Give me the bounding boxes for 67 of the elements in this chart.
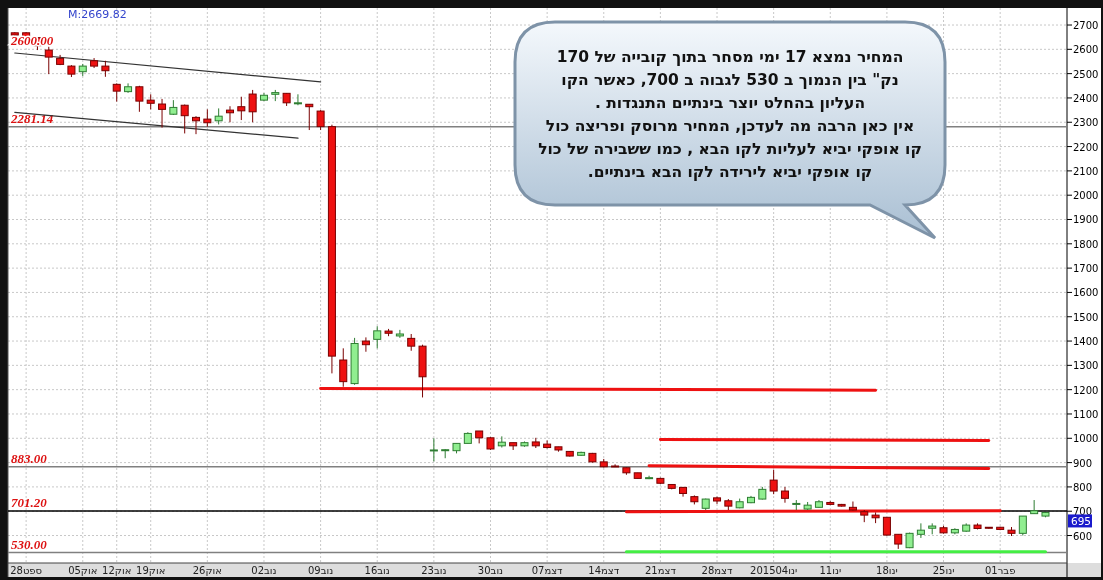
y-tick-label: 2400 bbox=[1073, 92, 1099, 104]
y-tick-label: 1100 bbox=[1073, 408, 1099, 420]
y-tick-label: 1800 bbox=[1073, 238, 1099, 250]
x-tick-label: 23נוב bbox=[421, 565, 447, 576]
y-tick-label: 1900 bbox=[1073, 214, 1099, 226]
candlestick bbox=[316, 109, 325, 131]
y-tick-label: 2100 bbox=[1073, 165, 1099, 177]
x-tick-label: 05אוק bbox=[68, 565, 98, 576]
y-tick-label: 900 bbox=[1073, 457, 1093, 469]
candlestick bbox=[769, 469, 778, 495]
y-tick-label: 600 bbox=[1073, 530, 1093, 542]
y-tick-label: 1700 bbox=[1073, 263, 1099, 275]
x-tick-label: 11ינו bbox=[819, 565, 842, 576]
candlestick bbox=[611, 463, 620, 468]
y-tick-label: 1000 bbox=[1073, 433, 1099, 445]
x-tick-label: 18ינו bbox=[876, 565, 898, 576]
x-tick-label: 01פבר bbox=[984, 565, 1016, 576]
candlestick bbox=[1018, 515, 1027, 537]
candlestick bbox=[44, 46, 53, 75]
x-tick-label: 16נוב bbox=[364, 565, 390, 576]
y-tick-label: 2000 bbox=[1073, 190, 1099, 202]
candlestick bbox=[429, 437, 438, 462]
x-tick-label: 12אוק bbox=[102, 565, 132, 576]
ref-line-label: 530.00 bbox=[11, 536, 48, 552]
candlestick bbox=[509, 442, 518, 451]
y-tick-label: 2700 bbox=[1073, 20, 1099, 32]
y-tick-label: 2500 bbox=[1073, 68, 1099, 80]
x-tick-label: 26אוק bbox=[192, 565, 222, 576]
y-tick-label: 1400 bbox=[1073, 336, 1099, 348]
candlestick bbox=[225, 105, 234, 123]
x-tick-label: 28ספט bbox=[10, 565, 43, 576]
y-tick-label: 2600 bbox=[1073, 44, 1099, 56]
x-tick-label: 07דצמ bbox=[531, 565, 564, 576]
y-tick-label: 1200 bbox=[1073, 384, 1099, 396]
x-tick-label: 201504ינו bbox=[750, 565, 798, 576]
x-tick-label: 28דצמ bbox=[701, 565, 734, 576]
candlestick bbox=[112, 82, 121, 103]
y-tick-label: 2200 bbox=[1073, 141, 1099, 153]
x-tick-label: 14דצמ bbox=[588, 565, 620, 576]
candlestick bbox=[237, 96, 246, 121]
candlestick bbox=[192, 115, 201, 135]
annotation: M:2669.82 bbox=[68, 8, 127, 21]
candlestick bbox=[361, 336, 370, 353]
x-tick-label: 09נוב bbox=[307, 565, 334, 576]
text: 695 bbox=[1071, 514, 1092, 527]
x-tick-label: 25ינו bbox=[932, 565, 955, 576]
candlestick bbox=[135, 85, 144, 113]
y-tick-label: 1500 bbox=[1073, 311, 1099, 323]
x-tick-label: 21דצמ bbox=[644, 565, 677, 576]
ref-line-label: 2281.14 bbox=[10, 110, 54, 126]
x-tick-label: 30נוב bbox=[477, 565, 504, 576]
y-tick-label: 1600 bbox=[1073, 287, 1099, 299]
ref-line-label: 701.20 bbox=[11, 494, 48, 510]
candlestick bbox=[180, 104, 189, 134]
candlestick bbox=[916, 522, 925, 539]
x-tick-label: 19אוק bbox=[136, 565, 166, 576]
candlestick bbox=[293, 93, 302, 106]
candlestick bbox=[373, 325, 382, 349]
candlestick bbox=[248, 89, 257, 123]
candlestick bbox=[158, 98, 167, 129]
annotation: המחיר נמצא 17 ימי מסחר בתוך קובייה של 170 נק" בין הנמוך ב 530 לגבוה ב 700, כאשר הקו העליון בהחלט יוצר בינתיים התנגדות . אין כאן הרבה מה לעדכן, המחיר מרוסק ופריצה כול קו אופקי יביא לעליות לקו הבא , כמו ששבירה של כול קו אופקי יביא לירידה לקו הבא בינתיים. bbox=[538, 48, 922, 181]
y-tick-label: 800 bbox=[1073, 481, 1093, 493]
x-tick-label: 02נוב bbox=[251, 565, 277, 576]
candlestick bbox=[395, 329, 404, 339]
y-tick-label: 1300 bbox=[1073, 360, 1099, 372]
y-tick-label: 2300 bbox=[1073, 117, 1099, 129]
ref-line-label: 883.00 bbox=[11, 450, 48, 466]
